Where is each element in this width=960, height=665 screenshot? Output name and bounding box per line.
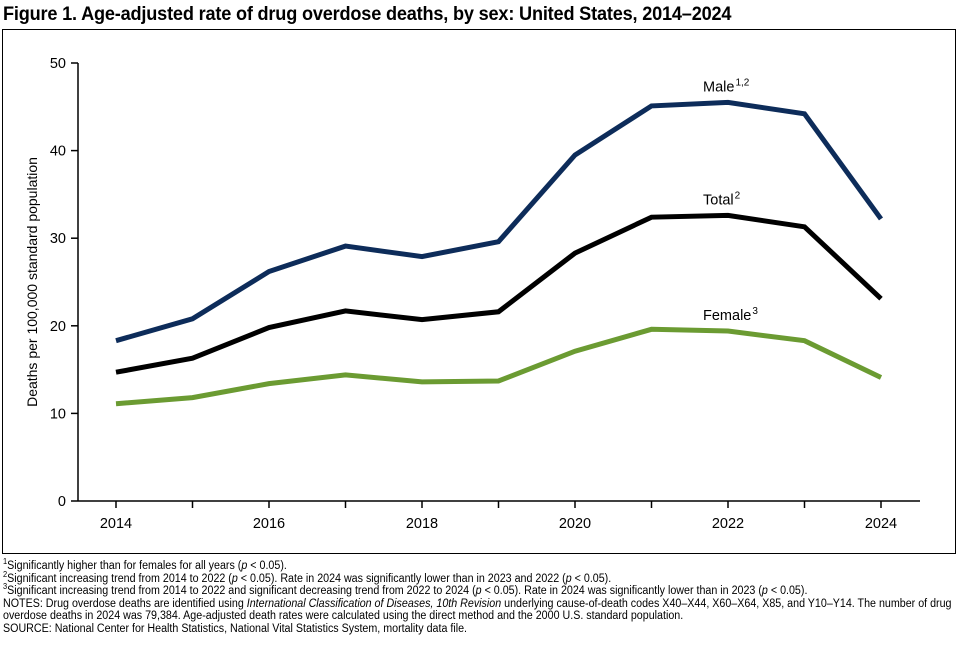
series-label-female: Female — [703, 308, 751, 324]
notes-text: NOTES: Drug overdose deaths are identifi… — [3, 598, 956, 623]
footnote: 3Significant increasing trend from 2014 … — [3, 582, 956, 598]
footnote-segment: p — [231, 572, 238, 585]
y-tick-label: 50 — [50, 56, 66, 72]
y-axis-label: Deaths per 100,000 standard population — [24, 157, 40, 407]
footnote-segment: < 0.05). — [571, 572, 612, 585]
source-text: SOURCE: National Center for Health Stati… — [3, 623, 956, 636]
x-tick-label: 2022 — [712, 516, 744, 532]
footnote-segment: p — [761, 585, 768, 598]
y-tick-label: 10 — [50, 406, 66, 422]
footnote-segment: Significantly higher than for females fo… — [7, 560, 242, 572]
x-tick-label: 2016 — [253, 516, 285, 532]
footnote-segment: SOURCE: National Center for Health Stati… — [3, 622, 468, 635]
series-label-male: Male — [703, 79, 734, 95]
footnote-segment: < 0.05). — [767, 585, 808, 598]
chart-frame — [2, 29, 956, 554]
series-label-superscript: 2 — [735, 190, 741, 201]
y-tick-label: 20 — [50, 319, 66, 335]
x-tick-label: 2014 — [100, 516, 132, 532]
y-tick-label: 0 — [58, 494, 66, 510]
footnote-segment: < 0.05). Rate in 2024 was significantly … — [237, 572, 566, 585]
footnote-segment: < 0.05). Rate in 2024 was significantly … — [481, 585, 762, 598]
y-tick-label: 40 — [50, 144, 66, 160]
chart-title: Figure 1. Age-adjusted rate of drug over… — [3, 3, 732, 25]
footnote-segment: p — [241, 560, 248, 572]
footnote: 1Significantly higher than for females f… — [3, 557, 956, 573]
x-tick-label: 2018 — [406, 516, 438, 532]
series-label-superscript: 1,2 — [735, 77, 749, 88]
y-tick-label: 30 — [50, 231, 66, 247]
footnote-segment: 2 — [3, 569, 8, 579]
footnote-segment: 3 — [3, 582, 8, 592]
footnote-segment: Significant increasing trend from 2014 t… — [7, 585, 476, 598]
x-tick-label: 2020 — [559, 516, 591, 532]
footnote-segment: International Classification of Diseases… — [246, 597, 502, 610]
footnote-segment: Significant increasing trend from 2014 t… — [7, 572, 232, 585]
footnote-segment: < 0.05). — [247, 560, 287, 572]
series-label-superscript: 3 — [752, 306, 758, 317]
x-tick-label: 2024 — [865, 516, 897, 532]
series-label-total: Total — [703, 192, 734, 208]
footnote-segment: underlying cause-of-death codes X40–X44,… — [3, 597, 952, 623]
footnote-segment: p — [565, 572, 572, 585]
footnotes: 1Significantly higher than for females f… — [3, 557, 956, 636]
footnote: 2Significant increasing trend from 2014 … — [3, 569, 956, 586]
footnote-segment: p — [475, 585, 482, 598]
footnote-segment: 1 — [3, 557, 8, 567]
footnote-segment: NOTES: Drug overdose deaths are identifi… — [3, 597, 247, 610]
